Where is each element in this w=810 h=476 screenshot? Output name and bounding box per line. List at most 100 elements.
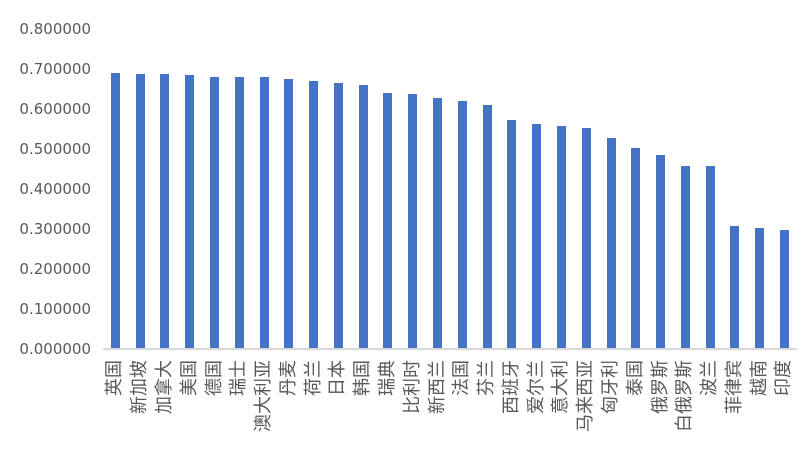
bar xyxy=(656,155,666,349)
x-label-slot: 荷兰 xyxy=(301,352,326,476)
x-label-slot: 丹麦 xyxy=(276,352,301,476)
bar-slot xyxy=(524,0,549,349)
y-tick-label: 0.700000 xyxy=(19,60,91,78)
x-axis-category-label: 加拿大 xyxy=(153,360,175,414)
x-label-slot: 韩国 xyxy=(351,352,376,476)
x-label-slot: 印度 xyxy=(772,352,797,476)
bar-slot xyxy=(698,0,723,349)
bar-slot xyxy=(153,0,178,349)
bar xyxy=(556,125,566,349)
bar xyxy=(135,73,145,349)
x-label-slot: 泰国 xyxy=(623,352,648,476)
x-label-slot: 白俄罗斯 xyxy=(673,352,698,476)
bar-slot xyxy=(772,0,797,349)
x-label-slot: 菲律宾 xyxy=(723,352,748,476)
bar xyxy=(358,84,368,349)
x-label-slot: 比利时 xyxy=(400,352,425,476)
x-axis-line xyxy=(103,348,797,350)
bar-slot xyxy=(103,0,128,349)
x-axis-category-label: 德国 xyxy=(203,360,225,396)
x-label-slot: 英国 xyxy=(103,352,128,476)
y-tick-label: 0.400000 xyxy=(19,180,91,198)
bar xyxy=(433,97,443,349)
bar xyxy=(482,104,492,349)
bar xyxy=(606,138,616,349)
x-label-slot: 新加坡 xyxy=(128,352,153,476)
bar-slot xyxy=(673,0,698,349)
x-label-slot: 瑞典 xyxy=(376,352,401,476)
bar-slot xyxy=(400,0,425,349)
x-label-slot: 意大利 xyxy=(549,352,574,476)
bar xyxy=(581,127,591,349)
x-label-slot: 加拿大 xyxy=(153,352,178,476)
bar xyxy=(408,94,418,349)
x-axis-category-label: 意大利 xyxy=(550,360,572,414)
y-tick-label: 0.200000 xyxy=(19,260,91,278)
bar-slot xyxy=(623,0,648,349)
x-axis-category-label: 新加坡 xyxy=(129,360,151,414)
bar xyxy=(309,80,319,349)
bar-slot xyxy=(376,0,401,349)
bar-slot xyxy=(128,0,153,349)
x-axis-category-label: 荷兰 xyxy=(302,360,324,396)
x-label-slot: 越南 xyxy=(747,352,772,476)
x-axis-category-label: 比利时 xyxy=(401,360,423,414)
x-axis-category-label: 泰国 xyxy=(624,360,646,396)
bar xyxy=(631,148,641,349)
bar xyxy=(333,82,343,349)
x-label-slot: 美国 xyxy=(177,352,202,476)
bar xyxy=(680,165,690,349)
x-label-slot: 德国 xyxy=(202,352,227,476)
bar xyxy=(259,77,269,349)
x-axis-category-label: 新西兰 xyxy=(426,360,448,414)
x-axis-category-label: 瑞士 xyxy=(228,360,250,396)
x-axis-category-label: 匈牙利 xyxy=(600,360,622,414)
bar-slot xyxy=(177,0,202,349)
bar xyxy=(234,77,244,349)
x-axis-category-label: 越南 xyxy=(748,360,770,396)
x-axis-category-label: 俄罗斯 xyxy=(649,360,671,414)
bar-slot xyxy=(574,0,599,349)
x-axis-category-label: 澳大利亚 xyxy=(253,360,275,432)
bar-slot xyxy=(252,0,277,349)
y-tick-label: 0.800000 xyxy=(19,20,91,38)
x-axis-category-label: 白俄罗斯 xyxy=(674,360,696,432)
bar-slot xyxy=(202,0,227,349)
bar-slot xyxy=(450,0,475,349)
x-label-slot: 瑞士 xyxy=(227,352,252,476)
x-label-slot: 法国 xyxy=(450,352,475,476)
x-label-slot: 匈牙利 xyxy=(599,352,624,476)
x-label-slot: 西班牙 xyxy=(500,352,525,476)
bar-slot xyxy=(351,0,376,349)
x-axis: 英国 新加坡 加拿大 美国 德国 瑞士 澳大利亚 丹麦 荷兰 日本 韩国 瑞典 比利时 新西兰 法国 芬兰 西班… xyxy=(103,352,797,476)
x-axis-category-label: 爱尔兰 xyxy=(525,360,547,414)
x-axis-category-label: 日本 xyxy=(327,360,349,396)
bar-slot xyxy=(648,0,673,349)
bar-slot xyxy=(475,0,500,349)
bar xyxy=(210,76,220,349)
x-axis-category-label: 法国 xyxy=(451,360,473,396)
x-axis-category-label: 印度 xyxy=(773,360,795,396)
y-axis: 0.800000 0.700000 0.600000 0.500000 0.400000… xyxy=(0,0,91,476)
bar-slot xyxy=(301,0,326,349)
bar xyxy=(730,226,740,349)
x-axis-category-label: 丹麦 xyxy=(277,360,299,396)
bar xyxy=(532,123,542,349)
plot-area xyxy=(103,0,797,349)
x-label-slot: 日本 xyxy=(326,352,351,476)
bar xyxy=(160,73,170,349)
bar-slot xyxy=(723,0,748,349)
bar-slot xyxy=(747,0,772,349)
bar xyxy=(705,166,715,349)
y-tick-label: 0.600000 xyxy=(19,100,91,118)
bar-slot xyxy=(599,0,624,349)
x-label-slot: 芬兰 xyxy=(475,352,500,476)
y-tick-label: 0.000000 xyxy=(19,340,91,358)
x-label-slot: 爱尔兰 xyxy=(524,352,549,476)
bar-slot xyxy=(276,0,301,349)
x-label-slot: 澳大利亚 xyxy=(252,352,277,476)
bar xyxy=(507,120,517,349)
bar xyxy=(755,227,765,349)
x-axis-category-label: 波兰 xyxy=(699,360,721,396)
